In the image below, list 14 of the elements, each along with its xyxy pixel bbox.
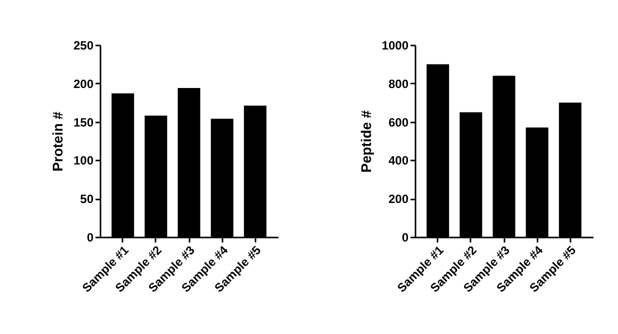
y-tick-label: 0 xyxy=(86,230,94,244)
y-tick-label: 200 xyxy=(73,76,94,91)
y-tick-label: 50 xyxy=(80,192,94,206)
y-tick-label: 250 xyxy=(73,38,94,52)
y-tick-label: 1000 xyxy=(382,38,409,52)
y-tick-label: 200 xyxy=(388,192,409,206)
y-tick-label: 150 xyxy=(73,115,94,130)
y-tick-label: 400 xyxy=(388,154,409,168)
y-tick-label: 0 xyxy=(402,230,409,244)
y-tick-label: 100 xyxy=(73,154,94,168)
y-tick-label: 800 xyxy=(388,76,409,91)
y-tick-label: 600 xyxy=(388,115,409,130)
y-axis-title: Protein # xyxy=(49,111,66,172)
y-axis-title: Peptide # xyxy=(358,110,374,173)
